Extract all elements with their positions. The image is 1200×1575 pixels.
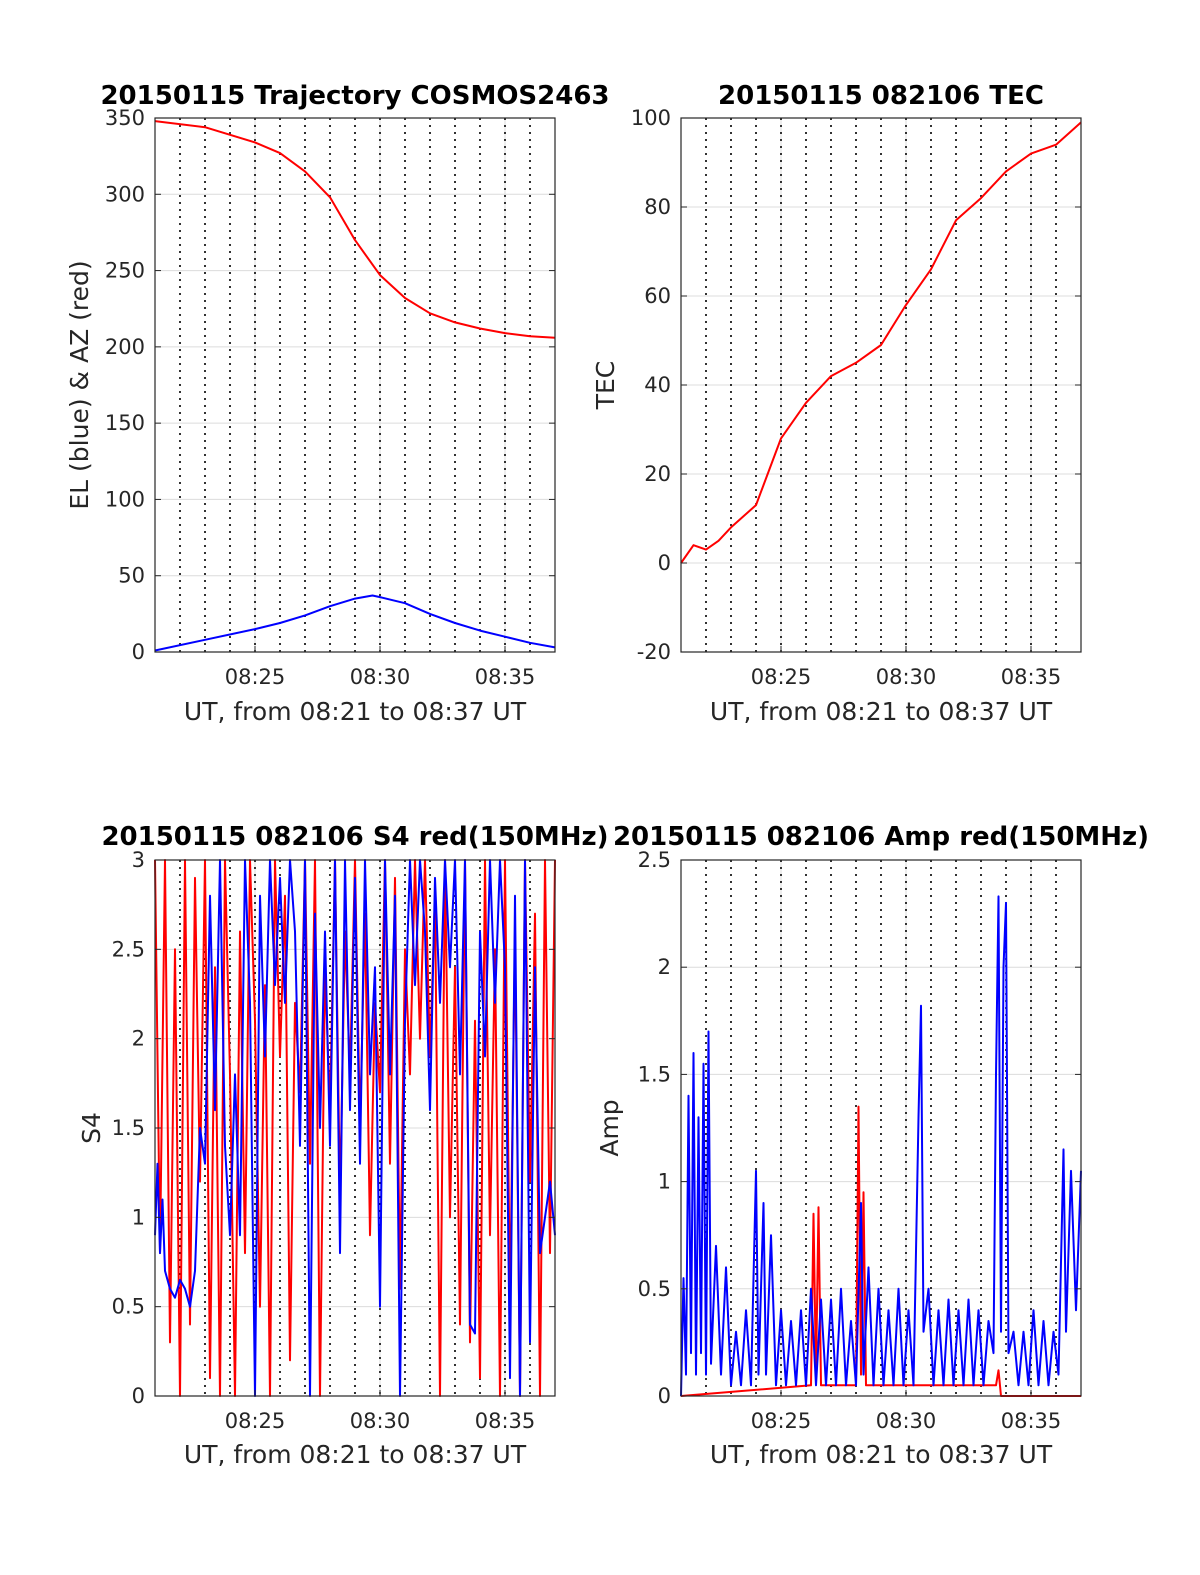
- y-tick-label: 0: [658, 1384, 671, 1408]
- y-tick-label: 2.5: [112, 937, 145, 961]
- amp-panel: 20150115 082106 Amp red(150MHz) 0 0.5 1 1.5…: [595, 822, 1149, 1469]
- trajectory-panel: 20150115 Trajectory COSMOS2463 0 50 100 150…: [65, 81, 610, 726]
- chart-title: 20150115 Trajectory COSMOS2463: [100, 81, 609, 111]
- y-tick-label: 100: [631, 106, 671, 130]
- tec-panel: 20150115 082106 TEC -20 0 20 40 60 80 100 08:25…: [591, 81, 1082, 726]
- y-axis-label: EL (blue) & AZ (red): [65, 260, 94, 509]
- y-tick-label: 1.5: [638, 1062, 671, 1086]
- x-tick-label: 08:25: [751, 1409, 812, 1433]
- y-tick-label: 1.5: [112, 1116, 145, 1140]
- y-tick-label: 0: [658, 551, 671, 575]
- y-tick-label: 2: [132, 1027, 145, 1051]
- y-tick-label: 100: [105, 487, 145, 511]
- plot-area: -20 0 20 40 60 80 100 08:25 08:30 08:35: [631, 106, 1082, 689]
- y-tick-label: 150: [105, 411, 145, 435]
- y-tick-label: 40: [644, 373, 671, 397]
- plot-area: 0 0.5 1 1.5 2 2.5 08:25 08:30 08:35: [638, 848, 1082, 1433]
- x-axis-label: UT, from 08:21 to 08:37 UT: [710, 697, 1053, 726]
- series-line-1: [154, 594, 556, 652]
- y-tick-label: 2: [658, 955, 671, 979]
- y-tick-label: 250: [105, 259, 145, 283]
- y-tick-label: 300: [105, 182, 145, 206]
- series-line-0: [680, 1105, 1081, 1397]
- chart-title: 20150115 082106 S4 red(150MHz): [101, 822, 608, 852]
- series-line-0: [154, 120, 556, 339]
- x-tick-label: 08:35: [475, 665, 536, 689]
- y-tick-label: 0.5: [112, 1295, 145, 1319]
- y-tick-label: 1: [658, 1170, 671, 1194]
- plot-area: 0 50 100 150 200 250 300 350 08:25 08:30 08:35: [105, 106, 556, 689]
- axes-frame: [680, 859, 1082, 1397]
- y-tick-label: 3: [132, 848, 145, 872]
- y-tick-label: 20: [644, 462, 671, 486]
- s4-panel: 20150115 082106 S4 red(150MHz) 0 0.5 1 1.5 2…: [77, 822, 609, 1469]
- y-axis-label: TEC: [591, 361, 620, 411]
- y-tick-label: 350: [105, 106, 145, 130]
- y-tick-label: 0.5: [638, 1277, 671, 1301]
- series-line-1: [680, 895, 1082, 1397]
- x-tick-label: 08:25: [751, 665, 812, 689]
- y-axis-label: Amp: [595, 1099, 624, 1156]
- x-tick-label: 08:30: [876, 1409, 937, 1433]
- x-tick-label: 08:35: [1001, 1409, 1062, 1433]
- chart-title: 20150115 082106 Amp red(150MHz): [613, 822, 1149, 852]
- y-tick-label: 60: [644, 284, 671, 308]
- x-tick-label: 08:30: [876, 665, 937, 689]
- chart-title: 20150115 082106 TEC: [718, 81, 1044, 111]
- y-tick-label: -20: [637, 640, 671, 664]
- x-tick-label: 08:35: [475, 1409, 536, 1433]
- y-tick-label: 0: [132, 640, 145, 664]
- y-tick-label: 2.5: [638, 848, 671, 872]
- y-tick-label: 80: [644, 195, 671, 219]
- x-axis-label: UT, from 08:21 to 08:37 UT: [184, 1440, 527, 1469]
- x-tick-label: 08:30: [350, 665, 411, 689]
- series-line-0: [680, 121, 1082, 564]
- axes-frame: [154, 117, 556, 653]
- y-tick-label: 50: [118, 564, 145, 588]
- y-axis-label: S4: [77, 1112, 106, 1144]
- x-tick-label: 08:35: [1001, 665, 1062, 689]
- x-axis-label: UT, from 08:21 to 08:37 UT: [710, 1440, 1053, 1469]
- series-line-1: [154, 859, 556, 1397]
- y-tick-label: 1: [132, 1205, 145, 1229]
- x-axis-label: UT, from 08:21 to 08:37 UT: [184, 697, 527, 726]
- x-tick-label: 08:25: [225, 1409, 286, 1433]
- y-tick-label: 0: [132, 1384, 145, 1408]
- x-tick-label: 08:30: [350, 1409, 411, 1433]
- x-tick-label: 08:25: [225, 665, 286, 689]
- plot-area: 0 0.5 1 1.5 2 2.5 3 08:25 08:30 08:35: [112, 848, 556, 1433]
- y-tick-label: 200: [105, 335, 145, 359]
